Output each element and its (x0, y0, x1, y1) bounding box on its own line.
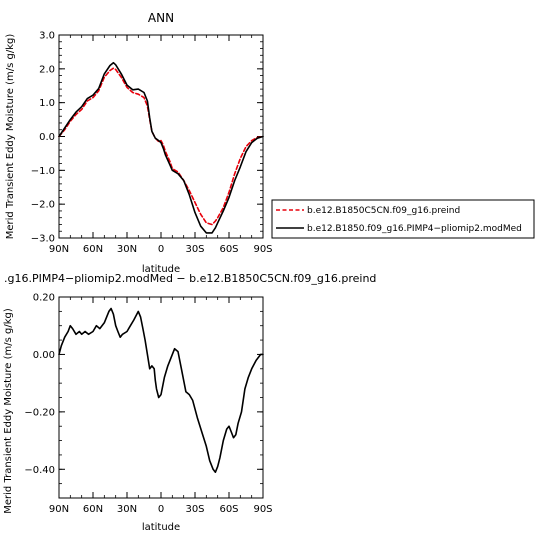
top-x-tick-label: 60N (83, 244, 103, 255)
top-x-tick-label: 60S (219, 244, 238, 255)
bottom-y-tick-label: −0.40 (24, 465, 55, 476)
top-x-tick-label: 90N (49, 244, 69, 255)
top-x-tick-label: 30S (185, 244, 204, 255)
bottom-x-tick-label: 90S (253, 504, 272, 515)
bottom-y-tick-label: 0.20 (33, 293, 55, 304)
top-x-tick-label: 0 (158, 244, 164, 255)
bottom-panel: .g16.PIMP4−pliomip2.modMed − b.e12.B1850… (3, 272, 376, 533)
top-panel-plot-area: −3.0 −2.0 −1.0 0.0 1.0 2.0 3.0 90N 60N 30N 0 30S 60S… (31, 31, 273, 256)
bottom-x-tick-label: 30N (117, 504, 137, 515)
top-y-tick-label: −2.0 (31, 200, 55, 211)
top-x-tick-label: 90S (253, 244, 272, 255)
bottom-x-tick-label: 30S (185, 504, 204, 515)
top-x-tick-label: 30N (117, 244, 137, 255)
legend-label-series-1: b.e12.B1850C5CN.f09_g16.preind (307, 206, 460, 216)
top-panel-title: ANN (148, 11, 174, 25)
top-series-line-2 (58, 61, 264, 234)
bottom-panel-plot-area: −0.40 −0.20 0.00 0.20 90N 60N 30N 0 30S 60S 90S (24, 293, 272, 516)
top-y-tick-label: 0.0 (39, 132, 55, 143)
top-series-line-1 (58, 67, 264, 226)
bottom-x-tick-label: 0 (158, 504, 164, 515)
bottom-panel-y-axis-label: Merid Transient Eddy Moisture (m/s g/kg) (3, 308, 14, 514)
top-y-tick-label: 3.0 (39, 31, 55, 42)
top-panel-x-axis-label: latitude (142, 264, 180, 275)
bottom-panel-title: .g16.PIMP4−pliomip2.modMed − b.e12.B1850… (4, 272, 376, 285)
legend: b.e12.B1850C5CN.f09_g16.preind b.e12.B18… (271, 199, 535, 239)
top-y-tick-label: 1.0 (39, 98, 55, 109)
legend-box (271, 199, 535, 239)
top-y-tick-label: −3.0 (31, 234, 55, 245)
bottom-x-tick-label: 60S (219, 504, 238, 515)
bottom-y-tick-label: −0.20 (24, 407, 55, 418)
top-panel: ANN Merid Transient Eddy Moisture (m/s g… (5, 11, 273, 275)
top-y-tick-label: −1.0 (31, 166, 55, 177)
top-y-tick-label: 2.0 (39, 64, 55, 75)
legend-label-series-2: b.e12.B1850.f09_g16.PIMP4−pliomip2.modMe… (307, 224, 522, 234)
top-panel-y-axis-label: Merid Transient Eddy Moisture (m/s g/kg) (5, 34, 16, 240)
bottom-y-tick-label: 0.00 (33, 350, 55, 361)
bottom-panel-x-axis-label: latitude (142, 522, 180, 533)
bottom-x-tick-label: 60N (83, 504, 103, 515)
bottom-x-tick-label: 90N (49, 504, 69, 515)
bottom-series-line-1 (58, 307, 264, 474)
